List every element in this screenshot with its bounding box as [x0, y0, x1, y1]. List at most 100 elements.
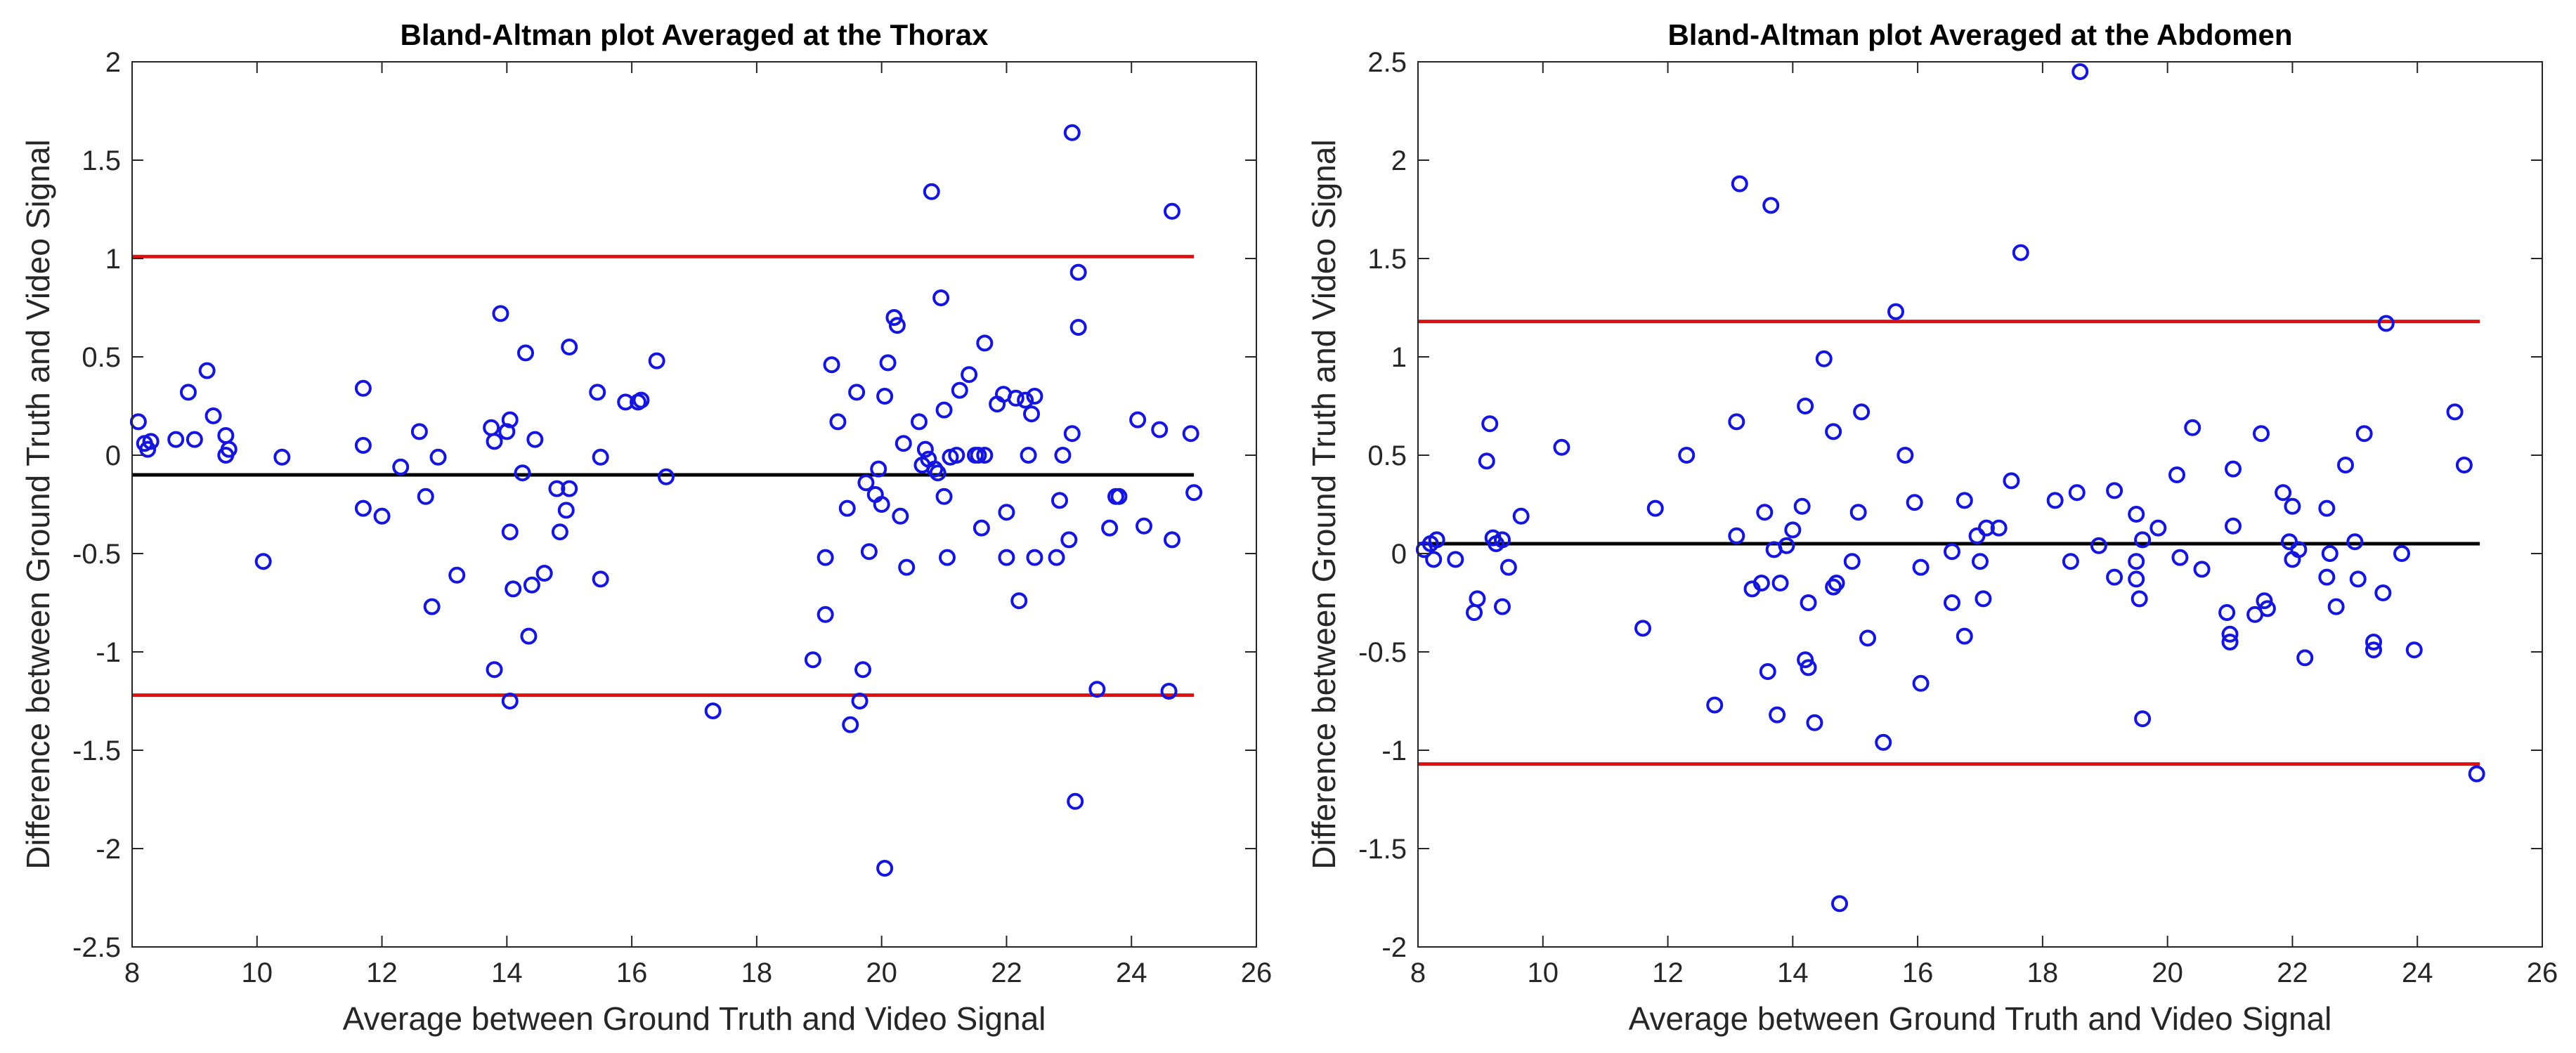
thorax-data-point: [1185, 484, 1203, 502]
thorax-plot-area: [131, 61, 1257, 948]
abdomen-data-point: [1494, 598, 1511, 615]
thorax-data-point: [879, 354, 897, 372]
abdomen-x-tick-label: 22: [2277, 957, 2308, 988]
thorax-data-point: [998, 504, 1015, 521]
thorax-data-point: [514, 464, 531, 482]
abdomen-data-point: [2221, 634, 2239, 650]
abdomen-plot-area: [1417, 61, 2543, 948]
abdomen-data-point: [1784, 521, 1802, 539]
abdomen-x-tick-label: 12: [1652, 957, 1684, 988]
abdomen-data-point: [1972, 553, 1989, 570]
thorax-x-tick-label: 24: [1116, 957, 1147, 988]
abdomen-data-point: [1859, 629, 1876, 647]
abdomen-y-tick-label: -2: [1381, 932, 1407, 963]
thorax-data-point: [373, 507, 391, 525]
thorax-data-point: [838, 499, 856, 517]
thorax-data-point: [501, 693, 519, 709]
thorax-data-point: [354, 437, 372, 454]
thorax-x-tick-label: 20: [866, 957, 897, 988]
thorax-x-tick-label: 26: [1241, 957, 1273, 988]
abdomen-y-tick-label: 0.5: [1367, 440, 1407, 471]
thorax-data-point: [180, 384, 197, 401]
thorax-data-point: [860, 543, 878, 561]
abdomen-data-point: [2346, 533, 2364, 551]
thorax-x-tick-label: 16: [616, 957, 648, 988]
abdomen-data-point: [1944, 543, 1960, 561]
thorax-data-point: [217, 427, 235, 444]
abdomen-data-point: [1912, 558, 1930, 576]
thorax-data-point: [1088, 681, 1106, 698]
thorax-data-point: [501, 523, 519, 541]
thorax-y-tick-label: -0.5: [72, 539, 121, 570]
thorax-x-tick-label: 12: [366, 957, 398, 988]
abdomen-data-point: [1831, 895, 1848, 913]
thorax-data-point: [1010, 592, 1028, 610]
abdomen-data-point: [1478, 452, 1495, 470]
thorax-data-point: [448, 566, 466, 584]
abdomen-data-point: [1728, 413, 1745, 431]
abdomen-data-point: [2062, 553, 2079, 570]
thorax-data-point: [948, 447, 965, 464]
abdomen-data-point: [1646, 499, 1664, 517]
thorax-data-point: [972, 519, 990, 537]
thorax-y-tick-label: -2: [96, 834, 121, 865]
abdomen-data-point: [2003, 472, 2020, 490]
abdomen-y-tick-label: -1: [1381, 735, 1407, 766]
abdomen-data-point: [1553, 438, 1570, 456]
abdomen-data-point: [2134, 531, 2152, 549]
abdomen-data-point: [1800, 594, 1817, 611]
abdomen-data-point: [2337, 457, 2354, 473]
thorax-data-point: [961, 366, 978, 384]
thorax-data-point: [142, 433, 160, 450]
thorax-data-point: [939, 549, 956, 566]
thorax-data-point: [486, 433, 503, 450]
abdomen-data-point: [1912, 674, 1930, 692]
abdomen-x-tick-label: 18: [2027, 957, 2059, 988]
thorax-data-point: [592, 448, 609, 466]
abdomen-data-point: [2106, 568, 2123, 586]
abdomen-data-point: [1853, 403, 1871, 421]
thorax-data-point: [273, 448, 291, 466]
thorax-data-point: [857, 474, 875, 492]
abdomen-data-point: [2405, 641, 2423, 659]
abdomen-data-point: [1481, 415, 1499, 433]
abdomen-data-point: [2296, 649, 2314, 667]
abdomen-y-tick-label: 1: [1391, 342, 1407, 373]
thorax-data-point: [976, 447, 994, 464]
abdomen-data-point: [1756, 504, 1774, 521]
thorax-data-point: [1026, 549, 1043, 566]
abdomen-data-point: [1825, 423, 1842, 440]
thorax-x-tick-label: 18: [741, 957, 773, 988]
thorax-data-point: [1110, 488, 1128, 505]
abdomen-data-point: [2012, 244, 2029, 261]
abdomen-data-point: [2225, 460, 2242, 478]
abdomen-data-point: [1825, 578, 1842, 596]
thorax-data-point: [501, 411, 519, 429]
abdomen-data-point: [1778, 537, 1795, 554]
thorax-data-point: [892, 507, 909, 525]
abdomen-data-point: [2284, 497, 2301, 515]
abdomen-x-tick-label: 10: [1528, 957, 1559, 988]
abdomen-data-point: [1843, 553, 1861, 570]
thorax-data-point: [517, 344, 534, 362]
abdomen-data-point: [2225, 517, 2242, 535]
abdomen-data-point: [2221, 625, 2239, 643]
abdomen-data-point: [2365, 634, 2382, 650]
abdomen-data-point: [1634, 620, 1651, 637]
thorax-data-point: [1020, 447, 1037, 464]
abdomen-data-point: [2321, 545, 2338, 562]
abdomen-data-point: [2128, 570, 2145, 588]
thorax-data-point: [557, 502, 575, 519]
abdomen-data-point: [2327, 598, 2345, 615]
thorax-data-point: [970, 447, 987, 464]
abdomen-data-point: [1428, 531, 1445, 549]
abdomen-data-point: [2318, 499, 2336, 517]
abdomen-data-point: [2290, 541, 2308, 558]
abdomen-data-point: [1968, 527, 1986, 544]
thorax-data-point: [167, 431, 185, 448]
abdomen-data-point: [2131, 590, 2148, 608]
thorax-data-point: [929, 464, 947, 482]
thorax-data-point: [1054, 447, 1072, 464]
thorax-data-point: [876, 388, 894, 405]
abdomen-x-tick-label: 20: [2152, 957, 2183, 988]
